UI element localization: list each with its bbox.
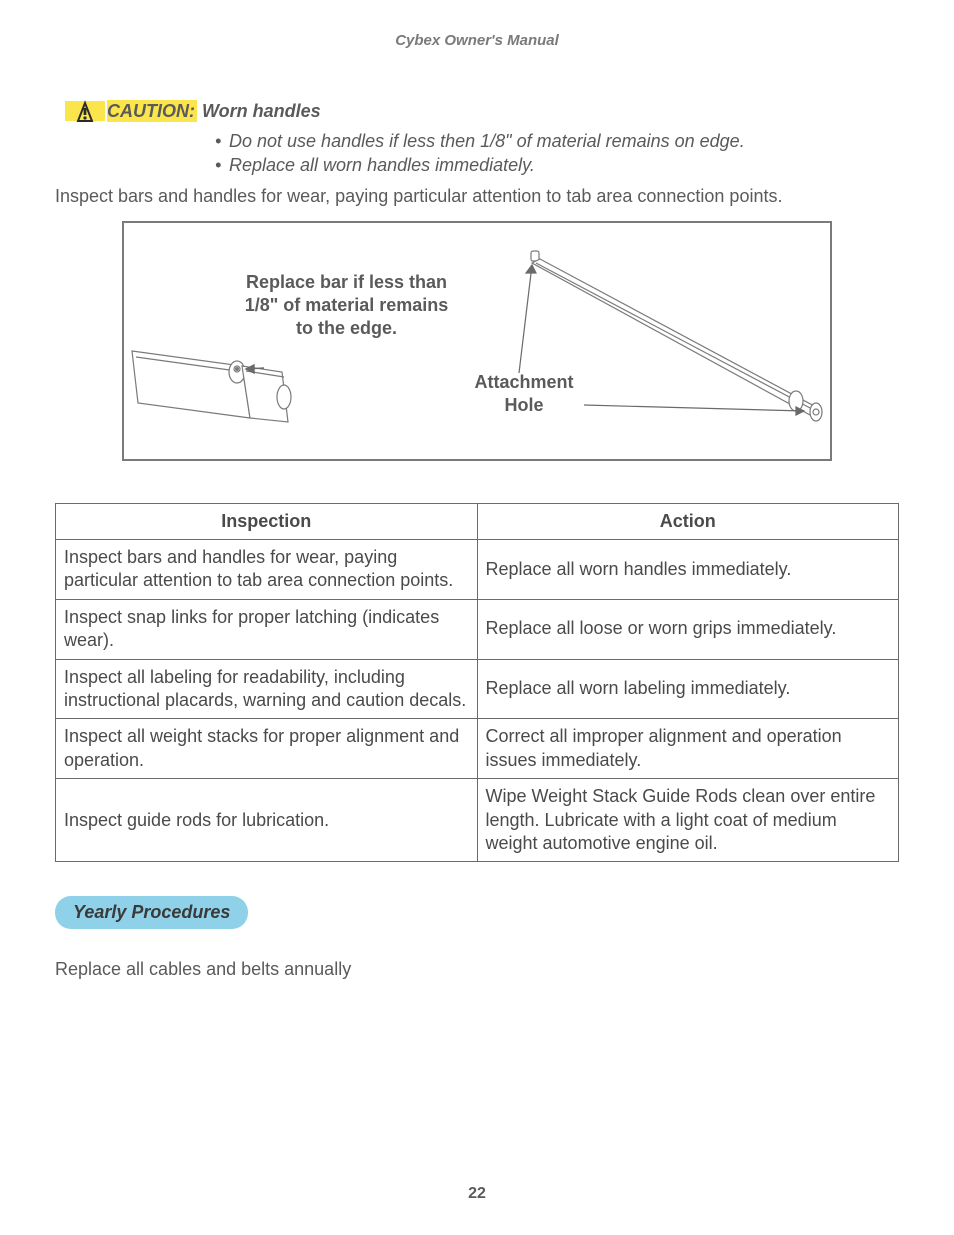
warning-icon xyxy=(65,97,105,125)
cell-action: Replace all worn labeling immediately. xyxy=(477,659,899,719)
cell-action: Replace all worn handles immediately. xyxy=(477,539,899,599)
cell-action: Wipe Weight Stack Guide Rods clean over … xyxy=(477,779,899,862)
caution-bullets: •Do not use handles if less then 1/8" of… xyxy=(215,129,899,178)
col-action: Action xyxy=(477,503,899,539)
table-row: Inspect all weight stacks for proper ali… xyxy=(56,719,899,779)
inspect-intro: Inspect bars and handles for wear, payin… xyxy=(55,186,899,207)
bullet-1: Replace all worn handles immediately. xyxy=(229,153,535,177)
table-header-row: Inspection Action xyxy=(56,503,899,539)
yearly-text: Replace all cables and belts annually xyxy=(55,959,899,980)
cell-inspection: Inspect bars and handles for wear, payin… xyxy=(56,539,478,599)
table-row: Inspect guide rods for lubrication. Wipe… xyxy=(56,779,899,862)
caution-title: Worn handles xyxy=(197,101,321,121)
diagram-container: Replace bar if less than 1/8" of materia… xyxy=(122,221,832,461)
table-row: Inspect bars and handles for wear, payin… xyxy=(56,539,899,599)
cell-action: Replace all loose or worn grips immediat… xyxy=(477,599,899,659)
page-number: 22 xyxy=(0,1185,954,1203)
cell-inspection: Inspect all weight stacks for proper ali… xyxy=(56,719,478,779)
cell-action: Correct all improper alignment and opera… xyxy=(477,719,899,779)
caution-label: CAUTION: xyxy=(107,100,197,122)
table-row: Inspect all labeling for readability, in… xyxy=(56,659,899,719)
bullet-0: Do not use handles if less then 1/8" of … xyxy=(229,129,745,153)
yearly-heading: Yearly Procedures xyxy=(55,896,248,929)
cell-inspection: Inspect all labeling for readability, in… xyxy=(56,659,478,719)
table-row: Inspect snap links for proper latching (… xyxy=(56,599,899,659)
cell-inspection: Inspect guide rods for lubrication. xyxy=(56,779,478,862)
col-inspection: Inspection xyxy=(56,503,478,539)
caution-row: CAUTION: Worn handles xyxy=(65,97,899,125)
yearly-pill: Yearly Procedures xyxy=(55,896,899,959)
inspection-table: Inspection Action Inspect bars and handl… xyxy=(55,503,899,863)
page-header: Cybex Owner's Manual xyxy=(55,32,899,49)
diagram-svg xyxy=(124,223,834,463)
cell-inspection: Inspect snap links for proper latching (… xyxy=(56,599,478,659)
caution-heading: CAUTION: Worn handles xyxy=(107,101,321,122)
